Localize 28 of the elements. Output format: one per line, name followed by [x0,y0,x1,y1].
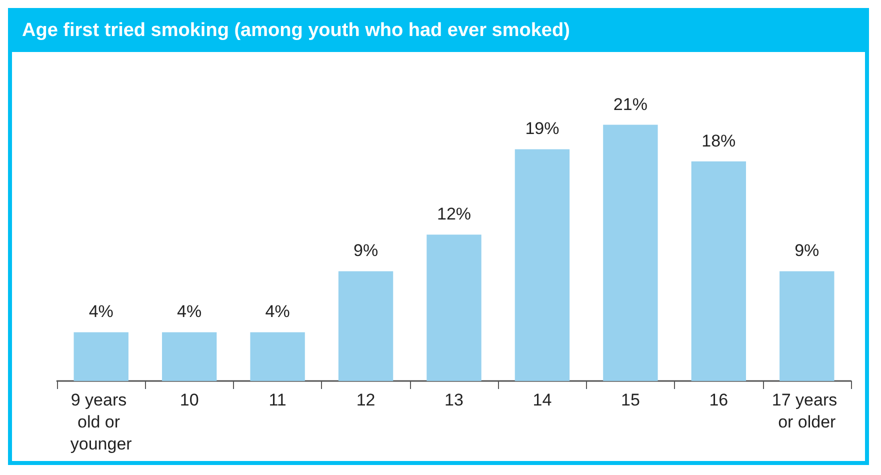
x-tick-label: 11 [268,390,286,410]
x-tick-label: 10 [180,390,199,410]
data-label: 19% [525,119,560,138]
bar [338,271,394,381]
bar [691,161,746,381]
chart-title: Age first tried smoking (among youth who had ever smoked) [12,12,865,52]
data-label: 4% [88,302,114,322]
bar [603,124,658,381]
x-tick-label: 16 [709,390,728,410]
bar [780,271,834,381]
x-tick-label: 15 [620,390,640,410]
bar [250,332,305,381]
data-label: 21% [613,94,648,114]
data-label: 12% [436,204,472,224]
x-tick-label: 12 [356,390,376,410]
data-label: 9% [353,241,378,260]
data-label: 4% [177,302,202,322]
data-label: 4% [265,302,290,322]
bar [426,234,482,381]
x-tick-label: 17 years or older [772,390,842,432]
bar [162,332,217,381]
data-label: 9% [794,241,820,260]
data-label: 18% [702,131,736,150]
bar [74,332,128,381]
bar [514,149,570,381]
x-tick-label: 9 years old or younger [70,390,132,454]
x-tick-label: 14 [532,390,552,410]
x-tick-label: 13 [444,390,464,410]
